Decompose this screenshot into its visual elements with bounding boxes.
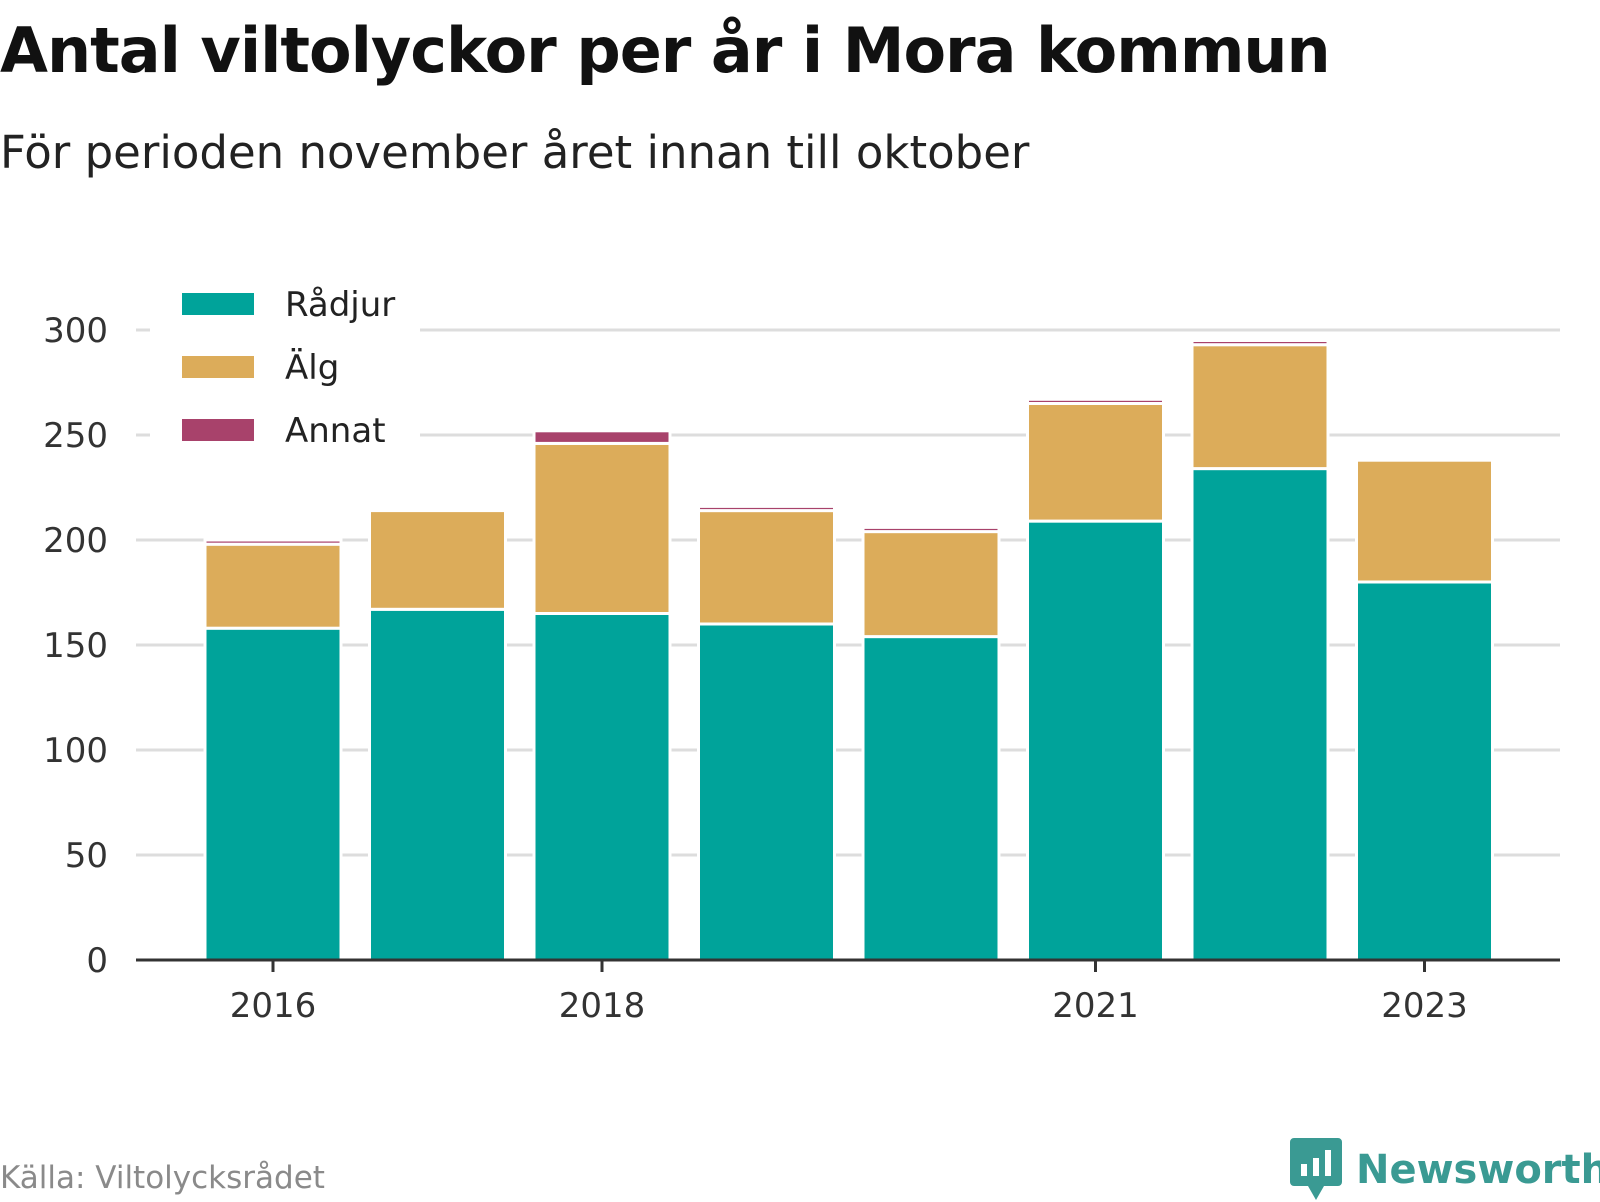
bar-segment	[368, 509, 507, 611]
x-tick-label: 2016	[230, 986, 317, 1026]
y-tick-label: 0	[86, 941, 108, 981]
bar-segment	[861, 525, 1001, 534]
bar-segment	[1190, 339, 1330, 347]
bar-segment	[203, 538, 343, 546]
y-tick-label: 100	[43, 731, 108, 771]
y-tick-label: 200	[43, 521, 108, 561]
bar-segment	[1026, 397, 1165, 405]
newsworthy-logo-icon	[1290, 1138, 1342, 1200]
brand-logo: Newsworthy	[1290, 1138, 1600, 1202]
bar-segment	[697, 504, 836, 513]
legend-label: Älg	[285, 348, 339, 388]
bar-segment	[532, 429, 672, 445]
y-tick-label: 50	[65, 836, 108, 876]
bar-segment	[203, 542, 343, 630]
bar-segment	[532, 612, 672, 962]
legend-label: Annat	[285, 411, 386, 451]
bar-segment	[1026, 402, 1165, 523]
x-tick-label: 2018	[559, 986, 646, 1026]
bar-segment	[1190, 467, 1330, 962]
legend-label: Rådjur	[285, 285, 395, 325]
legend-swatch	[182, 293, 254, 315]
brand-name: Newsworthy	[1356, 1147, 1600, 1193]
bar-segment	[1026, 519, 1165, 962]
source-note: Källa: Viltolycksrådet	[0, 1160, 325, 1196]
legend-swatch	[182, 356, 254, 378]
chart-subtitle: För perioden november året innan till ok…	[0, 126, 1030, 179]
y-tick-label: 150	[43, 626, 108, 666]
stacked-bar-chart: 0 50 100 150 200 250 300 2016 2018 2021 2023 Rådj…	[43, 268, 1560, 1026]
bar-segment	[697, 622, 836, 962]
bar-segment	[861, 635, 1001, 962]
bar-segment	[368, 607, 507, 962]
bar-segment	[1190, 343, 1330, 471]
y-tick-label: 300	[43, 311, 108, 351]
y-tick-label: 250	[43, 416, 108, 456]
y-axis-ticks: 0 50 100 150 200 250 300	[43, 311, 108, 981]
chart-title: Antal viltolyckor per år i Mora kommun	[0, 14, 1331, 87]
x-tick-label: 2023	[1381, 986, 1468, 1026]
x-tick-label: 2021	[1052, 986, 1139, 1026]
bar-segment	[861, 530, 1001, 639]
bar-segment	[532, 441, 672, 615]
bar-segment	[697, 509, 836, 626]
bars	[203, 339, 1494, 962]
legend: Rådjur Älg Annat	[150, 268, 420, 458]
x-axis: 2016 2018 2021 2023	[136, 958, 1560, 1026]
bar-segment	[1355, 580, 1494, 962]
bar-segment	[203, 626, 343, 962]
legend-swatch	[182, 419, 254, 441]
bar-segment	[1355, 458, 1494, 584]
